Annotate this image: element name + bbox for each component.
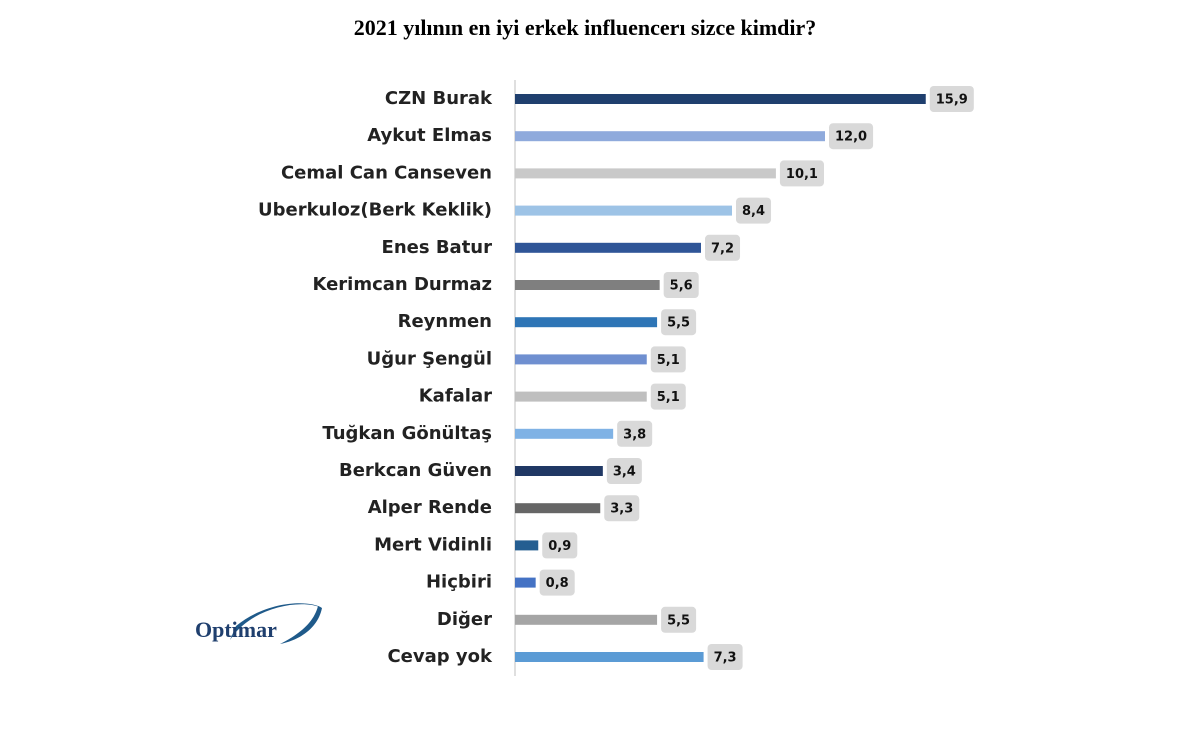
- data-label-box: [661, 309, 697, 336]
- bar: [515, 652, 704, 662]
- y-tick-label: Cevap yok: [387, 646, 493, 667]
- data-label: 5,1: [657, 353, 680, 368]
- y-tick-label: Hiçbiri: [426, 572, 492, 593]
- data-label-box: [929, 86, 974, 112]
- data-label: 7,3: [714, 651, 737, 666]
- y-tick-label: Tuğkan Gönültaş: [322, 423, 492, 444]
- y-tick-label: Uberkuloz(Berk Keklik): [258, 200, 492, 221]
- y-tick-label: Diğer: [437, 609, 492, 630]
- data-label-box: [661, 606, 697, 633]
- data-label-box: [617, 420, 653, 447]
- bar: [515, 428, 614, 439]
- bar: [515, 577, 536, 588]
- data-label-box: [604, 495, 640, 522]
- data-label-box: [542, 532, 578, 559]
- data-label: 3,8: [623, 427, 646, 442]
- data-label-box: [663, 272, 699, 298]
- bar: [515, 503, 601, 514]
- bar: [515, 391, 647, 402]
- data-label: 3,4: [613, 465, 636, 480]
- y-tick-label: Kafalar: [419, 386, 492, 407]
- data-label: 15,9: [936, 93, 968, 108]
- bar: [515, 205, 732, 216]
- data-label-box: [650, 346, 686, 373]
- bar: [515, 168, 776, 179]
- y-tick-label: Mert Vidinli: [374, 534, 492, 555]
- bar: [515, 354, 647, 365]
- data-label: 10,1: [786, 167, 818, 182]
- y-tick-label: Reynmen: [398, 311, 492, 332]
- y-tick-label: Uğur Şengül: [367, 348, 492, 369]
- data-label-box: [650, 383, 686, 410]
- bar: [515, 466, 603, 476]
- data-label-box: [736, 197, 772, 224]
- y-tick-label: Berkcan Güven: [339, 460, 492, 481]
- data-label: 5,5: [667, 316, 690, 331]
- data-label-box: [829, 123, 874, 150]
- y-tick-label: Kerimcan Durmaz: [312, 274, 492, 295]
- data-label: 5,1: [657, 390, 680, 405]
- bar: [515, 94, 926, 104]
- data-label: 12,0: [835, 130, 867, 145]
- logo-swoosh: [280, 606, 322, 644]
- bar: [515, 242, 701, 253]
- chart-title: 2021 yılının en iyi erkek influencerı si…: [354, 15, 817, 40]
- y-tick-label: Cemal Can Canseven: [281, 162, 492, 183]
- data-label: 3,3: [610, 502, 633, 517]
- y-tick-label: Aykut Elmas: [367, 125, 492, 146]
- y-tick-label: Alper Rende: [368, 497, 492, 518]
- data-label-box: [705, 234, 741, 261]
- data-label: 0,9: [548, 539, 571, 554]
- data-label-box: [539, 569, 575, 596]
- data-label: 5,5: [667, 613, 690, 628]
- data-label: 0,8: [546, 576, 569, 591]
- data-label-box: [606, 458, 642, 484]
- data-label: 7,2: [711, 241, 734, 256]
- bar: [515, 317, 658, 328]
- bar: [515, 614, 658, 625]
- data-label-box: [707, 644, 743, 670]
- y-tick-label: Enes Batur: [382, 237, 493, 258]
- bar: [515, 280, 660, 290]
- data-label: 5,6: [670, 279, 693, 294]
- y-tick-label: CZN Burak: [385, 88, 493, 109]
- bar: [515, 540, 539, 551]
- bar: [515, 131, 825, 142]
- logo-text: Optimar: [195, 617, 277, 642]
- data-label-box: [779, 160, 824, 187]
- data-label: 8,4: [742, 204, 765, 219]
